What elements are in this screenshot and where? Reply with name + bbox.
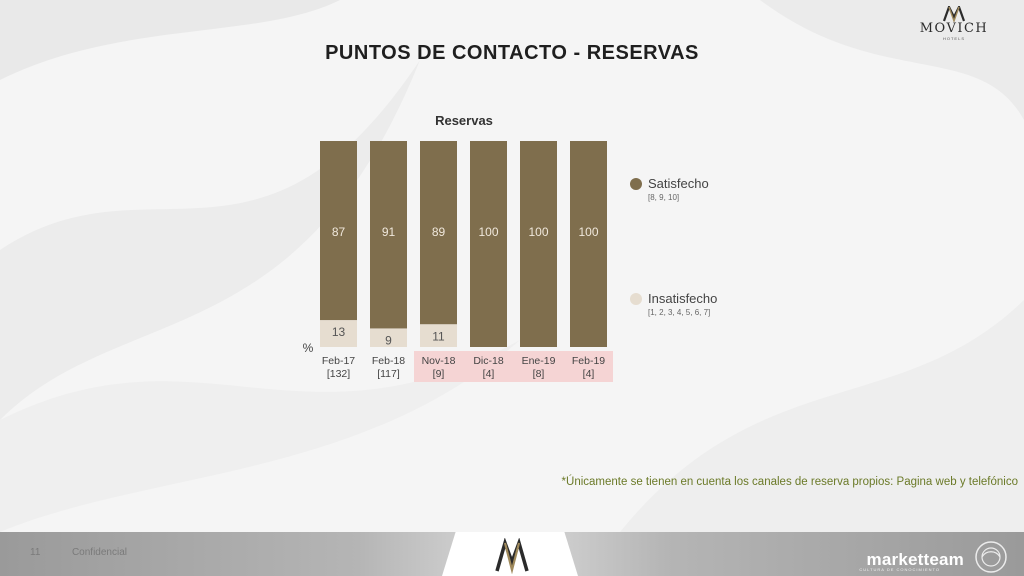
x-tick-label-ene-19: Ene-19 (522, 355, 556, 367)
page-number: 11 Confidencial (30, 547, 127, 558)
x-tick-label-nov-18: Nov-18 (422, 355, 456, 367)
data-label-satisfecho-feb-17: 87 (332, 225, 346, 239)
legend-swatch-satisfecho (630, 178, 642, 190)
data-label-insatisfecho-feb-18: 9 (385, 333, 392, 347)
x-tick-label-feb-19: Feb-19 (572, 355, 605, 367)
bar-insatisfecho-nov-18 (420, 324, 457, 347)
data-label-satisfecho-feb-18: 91 (382, 225, 396, 239)
bar-satisfecho-feb-18 (370, 141, 407, 329)
agency-emblem-icon (975, 541, 1007, 573)
confidential-label: Confidencial (71, 547, 127, 558)
legend-scale-satisfecho: [8, 9, 10] (648, 193, 680, 202)
x-tick-label-feb-18: Feb-18 (372, 355, 405, 367)
movich-mark-icon (943, 6, 965, 22)
data-label-satisfecho-ene-19: 100 (528, 225, 548, 239)
legend-scale-insatisfecho: [1, 2, 3, 4, 5, 6, 7] (648, 308, 711, 317)
page-number-value: 11 (30, 547, 41, 558)
bar-insatisfecho-feb-18 (370, 328, 407, 347)
agency-name: marketteam (866, 550, 964, 569)
data-label-satisfecho-nov-18: 89 (432, 225, 446, 239)
page-title: PUNTOS DE CONTACTO - RESERVAS (325, 42, 699, 64)
bar-satisfecho-feb-17 (320, 141, 357, 321)
brand-subtitle: HOTELS (942, 36, 965, 41)
highlight-region (414, 351, 613, 382)
x-tick-base-dic-18: [4] (483, 368, 495, 380)
bar-satisfecho-ene-19 (520, 141, 557, 347)
x-tick-base-feb-18: [117] (377, 368, 400, 380)
x-tick-label-dic-18: Dic-18 (473, 355, 504, 367)
x-tick-base-feb-17: [132] (327, 368, 350, 380)
agency-tagline: CULTURA DE CONOCIMIENTO (859, 567, 940, 572)
bar-insatisfecho-feb-17 (320, 320, 357, 347)
brand-name: MOVICH (919, 21, 989, 36)
y-axis-label: % (303, 341, 314, 355)
legend-label-insatisfecho: Insatisfecho (648, 291, 718, 306)
bar-satisfecho-nov-18 (420, 141, 457, 325)
chart-title: Reservas (435, 113, 493, 128)
data-label-insatisfecho-nov-18: 11 (432, 329, 445, 343)
x-tick-base-nov-18: [9] (433, 368, 445, 380)
data-label-satisfecho-feb-19: 100 (578, 225, 598, 239)
footnote: *Únicamente se tienen en cuenta los cana… (561, 476, 1018, 488)
x-tick-base-ene-19: [8] (533, 368, 545, 380)
legend-label-satisfecho: Satisfecho (648, 176, 709, 191)
x-tick-label-feb-17: Feb-17 (322, 355, 355, 367)
movich-footer-mark-icon (495, 538, 529, 574)
legend-swatch-insatisfecho (630, 293, 642, 305)
bar-satisfecho-feb-19 (570, 141, 607, 347)
data-label-satisfecho-dic-18: 100 (478, 225, 498, 239)
data-label-insatisfecho-feb-17: 13 (332, 325, 346, 339)
x-tick-base-feb-19: [4] (583, 368, 595, 380)
bar-satisfecho-dic-18 (470, 141, 507, 347)
brand-logo: MOVICH HOTELS (914, 6, 994, 41)
